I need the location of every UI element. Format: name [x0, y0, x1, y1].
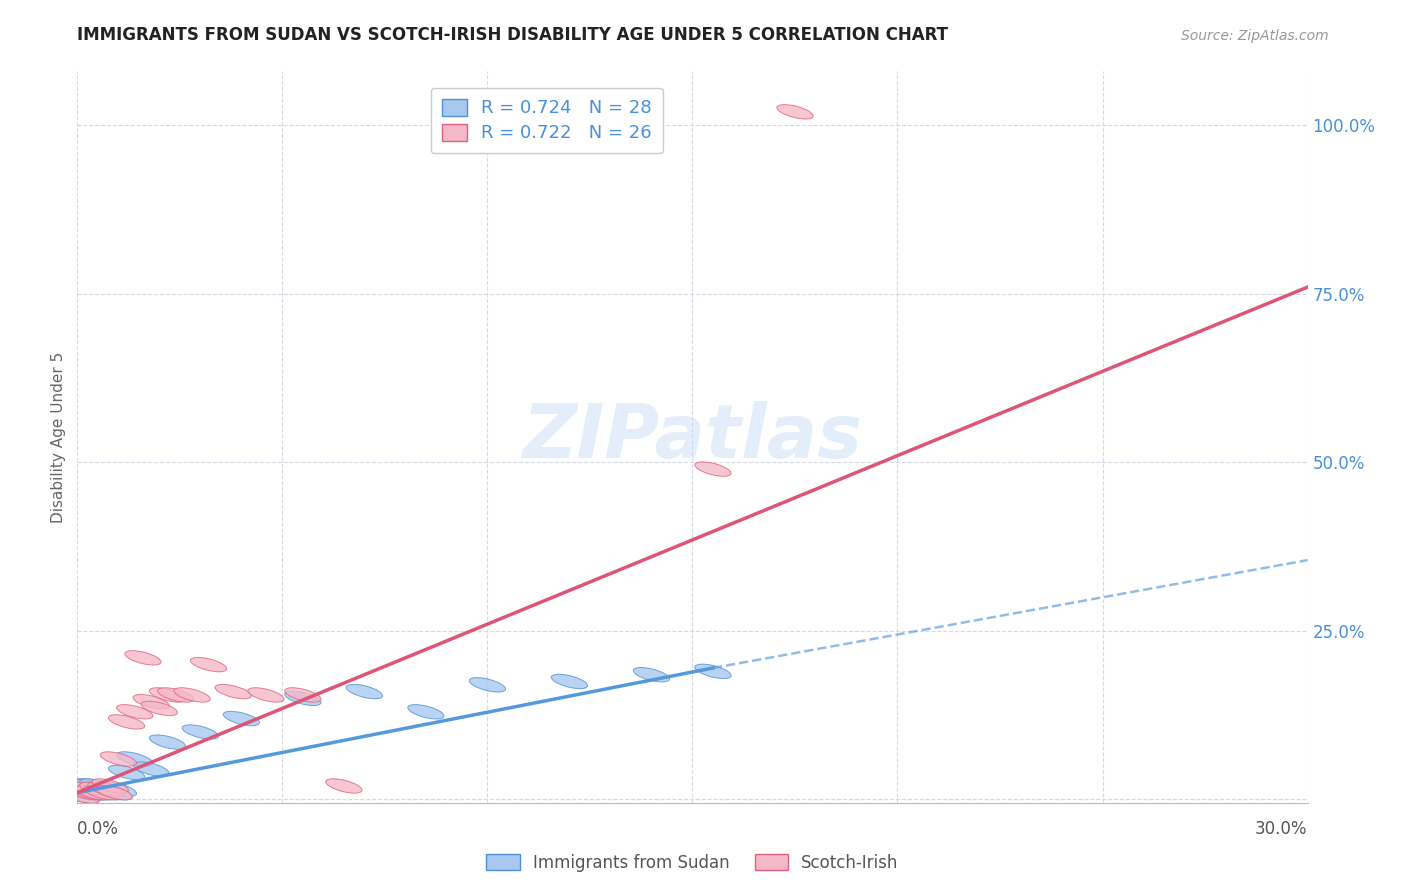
Ellipse shape [84, 786, 120, 800]
Ellipse shape [326, 779, 361, 793]
Y-axis label: Disability Age Under 5: Disability Age Under 5 [51, 351, 66, 523]
Ellipse shape [72, 779, 108, 793]
Ellipse shape [108, 714, 145, 729]
Ellipse shape [67, 782, 104, 797]
Ellipse shape [141, 701, 177, 715]
Ellipse shape [72, 786, 108, 800]
Ellipse shape [695, 462, 731, 476]
Ellipse shape [224, 711, 260, 726]
Ellipse shape [633, 667, 669, 681]
Ellipse shape [551, 674, 588, 689]
Ellipse shape [190, 657, 226, 672]
Ellipse shape [76, 779, 112, 793]
Ellipse shape [100, 782, 136, 797]
Ellipse shape [134, 695, 169, 709]
Ellipse shape [89, 786, 124, 800]
Ellipse shape [96, 786, 132, 800]
Ellipse shape [80, 779, 115, 793]
Ellipse shape [149, 735, 186, 749]
Ellipse shape [470, 678, 506, 692]
Ellipse shape [91, 779, 128, 793]
Ellipse shape [125, 650, 162, 665]
Ellipse shape [149, 688, 186, 702]
Ellipse shape [89, 782, 124, 797]
Ellipse shape [63, 789, 100, 804]
Ellipse shape [695, 665, 731, 679]
Ellipse shape [76, 786, 112, 800]
Ellipse shape [67, 786, 104, 800]
Ellipse shape [80, 782, 115, 797]
Legend: Immigrants from Sudan, Scotch-Irish: Immigrants from Sudan, Scotch-Irish [479, 847, 905, 879]
Ellipse shape [174, 688, 211, 702]
Text: Source: ZipAtlas.com: Source: ZipAtlas.com [1181, 29, 1329, 43]
Ellipse shape [778, 104, 813, 119]
Ellipse shape [63, 786, 100, 800]
Ellipse shape [117, 752, 153, 766]
Text: 30.0%: 30.0% [1256, 820, 1308, 838]
Text: IMMIGRANTS FROM SUDAN VS SCOTCH-IRISH DISABILITY AGE UNDER 5 CORRELATION CHART: IMMIGRANTS FROM SUDAN VS SCOTCH-IRISH DI… [77, 26, 948, 44]
Ellipse shape [100, 752, 136, 766]
Ellipse shape [80, 786, 115, 800]
Ellipse shape [408, 705, 444, 719]
Ellipse shape [134, 762, 169, 776]
Ellipse shape [108, 765, 145, 780]
Ellipse shape [96, 786, 132, 800]
Ellipse shape [67, 786, 104, 800]
Text: 0.0%: 0.0% [77, 820, 120, 838]
Text: ZIPatlas: ZIPatlas [523, 401, 862, 474]
Ellipse shape [157, 688, 194, 702]
Ellipse shape [72, 786, 108, 800]
Ellipse shape [183, 725, 218, 739]
Ellipse shape [76, 786, 112, 800]
Ellipse shape [117, 705, 153, 719]
Ellipse shape [247, 688, 284, 702]
Ellipse shape [91, 782, 128, 797]
Ellipse shape [84, 782, 120, 797]
Ellipse shape [72, 782, 108, 797]
Ellipse shape [215, 684, 252, 698]
Ellipse shape [63, 789, 100, 804]
Ellipse shape [346, 684, 382, 698]
Ellipse shape [285, 688, 321, 702]
Ellipse shape [285, 691, 321, 706]
